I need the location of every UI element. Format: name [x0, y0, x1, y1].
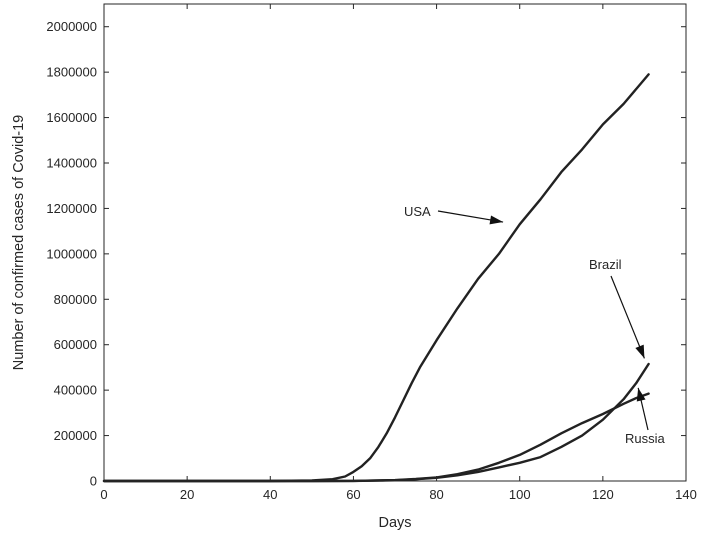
annotation-label-russia: Russia	[625, 431, 666, 446]
y-tick-label: 1800000	[46, 65, 97, 80]
annotation-arrowhead-usa	[489, 215, 504, 225]
y-tick-label: 600000	[54, 337, 97, 352]
y-tick-label: 1200000	[46, 201, 97, 216]
x-tick-label: 60	[346, 487, 360, 502]
series-line-usa	[102, 73, 650, 483]
axis-ticks: 0 20 40 60 80 100 120 140 0 200000 400000 600000 800…	[46, 3, 697, 502]
x-tick-label: 80	[429, 487, 443, 502]
series-line-brazil	[102, 362, 650, 483]
x-axis-label: Days	[378, 515, 411, 531]
y-tick-label: 0	[90, 474, 97, 489]
x-tick-label: 0	[100, 487, 107, 502]
series-line-russia	[102, 392, 650, 483]
annotation-arrowhead-russia	[636, 387, 646, 402]
annotation-label-brazil: Brazil	[589, 257, 622, 272]
x-tick-label: 20	[180, 487, 194, 502]
y-tick-label: 1600000	[46, 110, 97, 125]
chart-annotations: USA Brazil Russia	[404, 204, 666, 446]
annotation-label-usa: USA	[404, 204, 431, 219]
x-tick-label: 100	[509, 487, 531, 502]
annotation-arrowhead-brazil	[635, 344, 645, 359]
plot-frame	[103, 3, 687, 482]
y-tick-label: 400000	[54, 383, 97, 398]
axis-labels: Days Number of confirmed cases of Covid-…	[11, 115, 412, 531]
chart-marks	[102, 73, 650, 483]
annotation-arrow-brazil	[610, 275, 645, 359]
y-tick-label: 1400000	[46, 156, 97, 171]
y-tick-label: 800000	[54, 292, 97, 307]
y-axis-label: Number of confirmed cases of Covid-19	[11, 115, 27, 370]
x-tick-label: 140	[675, 487, 697, 502]
y-tick-label: 1000000	[46, 246, 97, 261]
x-tick-label: 120	[592, 487, 614, 502]
x-tick-label: 40	[263, 487, 277, 502]
y-tick-label: 2000000	[46, 19, 97, 34]
y-tick-label: 200000	[54, 428, 97, 443]
